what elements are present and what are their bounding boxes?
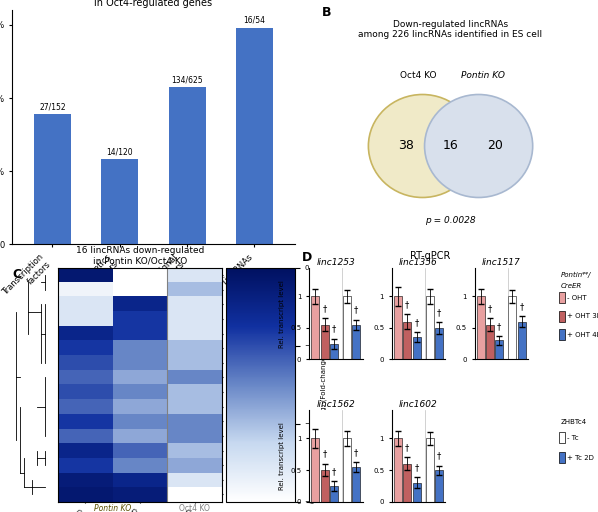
Title: linc1602: linc1602 [399,400,438,409]
Bar [486,325,494,359]
Text: †: † [497,322,501,331]
Title: linc1562: linc1562 [316,400,355,409]
Bar [435,328,443,359]
Bar [426,296,434,359]
Text: Oct4 KO: Oct4 KO [399,72,436,80]
Title: 16 lincRNAs down-regulated
in Pontin KO/Oct4 KO: 16 lincRNAs down-regulated in Pontin KO/… [75,246,204,266]
Text: †: † [488,304,492,313]
Text: †: † [414,463,419,472]
Bar [34,114,71,244]
Text: + OHT 4D: + OHT 4D [567,332,598,338]
FancyBboxPatch shape [559,432,565,443]
Bar [321,470,328,502]
Text: †: † [322,304,327,313]
Text: †: † [354,448,358,457]
Text: - Tc: - Tc [567,435,579,440]
FancyBboxPatch shape [559,452,565,463]
FancyBboxPatch shape [559,292,565,304]
Text: ZHBTc4: ZHBTc4 [561,419,587,425]
Y-axis label: Rel. transcript level: Rel. transcript level [279,280,285,348]
Bar [404,322,411,359]
Bar [352,467,360,502]
Title: linc1517: linc1517 [482,258,521,267]
Text: B: B [322,6,331,18]
Bar [101,159,138,244]
Text: CreER: CreER [561,283,582,289]
Ellipse shape [368,95,477,198]
Text: Pontinᵠᵠ/: Pontinᵠᵠ/ [561,272,591,279]
Text: †: † [405,300,410,309]
Bar [321,325,328,359]
Bar [394,438,402,502]
Text: †: † [437,308,441,317]
Ellipse shape [425,95,533,198]
Bar [312,438,319,502]
Bar [312,296,319,359]
Bar [508,296,516,359]
Bar [404,464,411,502]
Title: Portions affected by Pontin
in Oct4-regulated genes: Portions affected by Pontin in Oct4-regu… [88,0,219,8]
Text: 27/152: 27/152 [39,102,66,112]
Text: 16: 16 [443,139,459,153]
Text: 16 lincRNAs down-regulated
in Pontin KO/Oct4 KO: 16 lincRNAs down-regulated in Pontin KO/… [89,268,218,287]
Text: †: † [414,318,419,327]
Text: p = 0.0028: p = 0.0028 [425,216,476,225]
Bar [169,88,206,244]
Text: 16/54: 16/54 [243,16,266,25]
Bar [352,325,360,359]
Bar [330,344,338,359]
Text: †: † [520,303,524,311]
FancyBboxPatch shape [559,311,565,322]
Y-axis label: Rel. transcript level: Rel. transcript level [279,422,285,490]
Bar [343,296,351,359]
Bar [477,296,485,359]
Bar [495,340,504,359]
Text: 20: 20 [487,139,503,153]
Bar [435,470,443,502]
Bar [413,483,420,502]
Text: + Tc 2D: + Tc 2D [567,455,594,461]
Bar [343,438,351,502]
Text: Down-regulated lincRNAs
among 226 lincRNAs identified in ES cell: Down-regulated lincRNAs among 226 lincRN… [358,19,542,39]
Text: 38: 38 [398,139,414,153]
Text: †: † [332,467,336,476]
FancyBboxPatch shape [559,329,565,340]
Bar [518,322,526,359]
Bar [330,486,338,502]
Bar [394,296,402,359]
Bar [426,438,434,502]
Text: Oct4 KO: Oct4 KO [179,504,210,512]
Text: †: † [354,306,358,314]
Y-axis label: log₂ (Fold-change): log₂ (Fold-change) [321,353,327,417]
Title: linc1253: linc1253 [316,258,355,267]
Text: †: † [322,450,327,459]
Text: 134/625: 134/625 [171,76,203,84]
Text: †: † [405,443,410,453]
Bar [236,28,273,244]
Text: - OHT: - OHT [567,295,587,301]
Text: + OHT 3D: + OHT 3D [567,313,598,319]
Text: †: † [437,452,441,461]
Text: RT-qPCR: RT-qPCR [410,251,451,261]
Text: Pontin KO: Pontin KO [94,504,131,512]
Bar [413,337,420,359]
Text: 14/120: 14/120 [106,147,133,156]
Text: Pontin KO: Pontin KO [461,72,505,80]
Text: †: † [332,325,336,333]
Text: D: D [302,251,312,264]
Title: linc1356: linc1356 [399,258,438,267]
Text: C: C [12,268,21,281]
